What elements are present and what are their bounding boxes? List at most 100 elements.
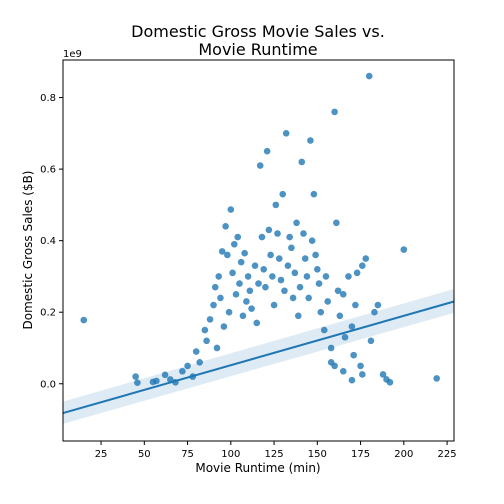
y-tick-label: 0.2 xyxy=(40,308,56,319)
x-tick-label: 75 xyxy=(181,449,194,460)
data-point xyxy=(288,244,295,252)
data-point xyxy=(270,301,278,309)
data-point xyxy=(334,287,342,295)
data-point xyxy=(211,283,219,291)
data-point xyxy=(293,219,300,227)
data-point xyxy=(132,373,139,380)
data-point xyxy=(348,376,356,384)
x-tick-label: 200 xyxy=(394,449,413,460)
data-point xyxy=(367,337,375,345)
data-point xyxy=(307,137,314,144)
data-point xyxy=(298,158,306,166)
data-point xyxy=(281,287,288,295)
data-point xyxy=(348,323,356,330)
data-point xyxy=(277,276,285,284)
data-point xyxy=(345,273,352,280)
x-axis: 25 50 75 100 125 150 175 200 225 xyxy=(95,441,457,460)
data-point xyxy=(206,316,214,323)
data-point xyxy=(336,312,344,320)
data-point xyxy=(339,291,347,298)
plot-area xyxy=(62,72,455,424)
data-point xyxy=(248,305,255,312)
regression-line xyxy=(62,300,455,415)
data-point xyxy=(244,273,252,280)
data-point xyxy=(222,223,229,230)
y-axis: 0.0 0.2 0.4 0.6 0.8 xyxy=(40,93,63,390)
data-point xyxy=(236,280,243,287)
data-point xyxy=(215,273,223,280)
data-point xyxy=(312,251,319,259)
data-point xyxy=(400,246,408,253)
data-point xyxy=(317,308,325,316)
data-point xyxy=(237,258,245,266)
plot-frame xyxy=(62,59,455,442)
data-point xyxy=(184,362,191,370)
data-point xyxy=(253,319,261,327)
data-point xyxy=(331,108,338,116)
y-axis-label: Domestic Gross Sales ($B) xyxy=(21,171,35,330)
data-point xyxy=(315,280,323,287)
data-point xyxy=(301,255,309,262)
data-point xyxy=(218,248,226,255)
data-point xyxy=(246,287,254,295)
data-point xyxy=(243,298,250,305)
data-point xyxy=(359,262,366,270)
y-offset-label: 1e9 xyxy=(63,49,82,60)
data-point xyxy=(227,206,235,213)
x-tick-label: 150 xyxy=(308,449,327,460)
data-point xyxy=(300,230,307,237)
data-point xyxy=(353,269,361,277)
data-point xyxy=(210,301,217,309)
data-point xyxy=(352,301,359,309)
data-point xyxy=(433,375,440,382)
data-point xyxy=(179,367,186,375)
data-point xyxy=(357,362,364,370)
data-point xyxy=(272,201,280,209)
data-point xyxy=(286,233,293,241)
data-point xyxy=(255,280,262,287)
data-point xyxy=(196,358,203,366)
data-point xyxy=(232,291,240,298)
y-tick-label: 0.8 xyxy=(40,93,56,104)
data-point xyxy=(365,72,373,80)
x-tick-label: 125 xyxy=(265,449,284,460)
data-point xyxy=(333,219,340,227)
data-point xyxy=(258,233,266,241)
chart-title-line-1: Domestic Gross Movie Sales vs. xyxy=(131,22,385,41)
data-point xyxy=(161,371,169,379)
data-point xyxy=(324,298,332,305)
x-tick-label: 25 xyxy=(95,449,108,460)
data-point xyxy=(213,344,221,352)
data-point xyxy=(320,326,328,334)
data-point xyxy=(303,273,311,280)
data-point xyxy=(350,351,357,359)
data-point xyxy=(224,251,231,259)
data-point xyxy=(308,237,316,244)
data-point xyxy=(274,230,281,237)
data-point xyxy=(294,312,302,320)
data-point xyxy=(263,147,271,155)
data-point xyxy=(239,312,247,320)
data-point xyxy=(327,358,335,366)
data-point xyxy=(275,255,283,262)
data-point xyxy=(386,379,394,386)
y-tick-label: 0.4 xyxy=(40,236,56,247)
data-point xyxy=(341,333,349,341)
data-point xyxy=(310,190,318,198)
x-axis-label: Movie Runtime (min) xyxy=(195,461,320,475)
data-point xyxy=(80,316,88,324)
y-tick-label: 0.6 xyxy=(40,165,56,176)
data-point xyxy=(374,301,382,309)
data-point xyxy=(267,251,274,259)
x-tick-label: 50 xyxy=(138,449,151,460)
data-point xyxy=(305,294,312,302)
data-point xyxy=(327,344,335,352)
chart-title-line-2: Movie Runtime xyxy=(198,40,317,59)
data-point xyxy=(241,249,248,257)
x-tick-label: 225 xyxy=(438,449,457,460)
data-point xyxy=(229,269,236,277)
data-point xyxy=(296,283,304,291)
data-point xyxy=(379,371,387,378)
y-tick-label: 0.0 xyxy=(40,379,56,390)
